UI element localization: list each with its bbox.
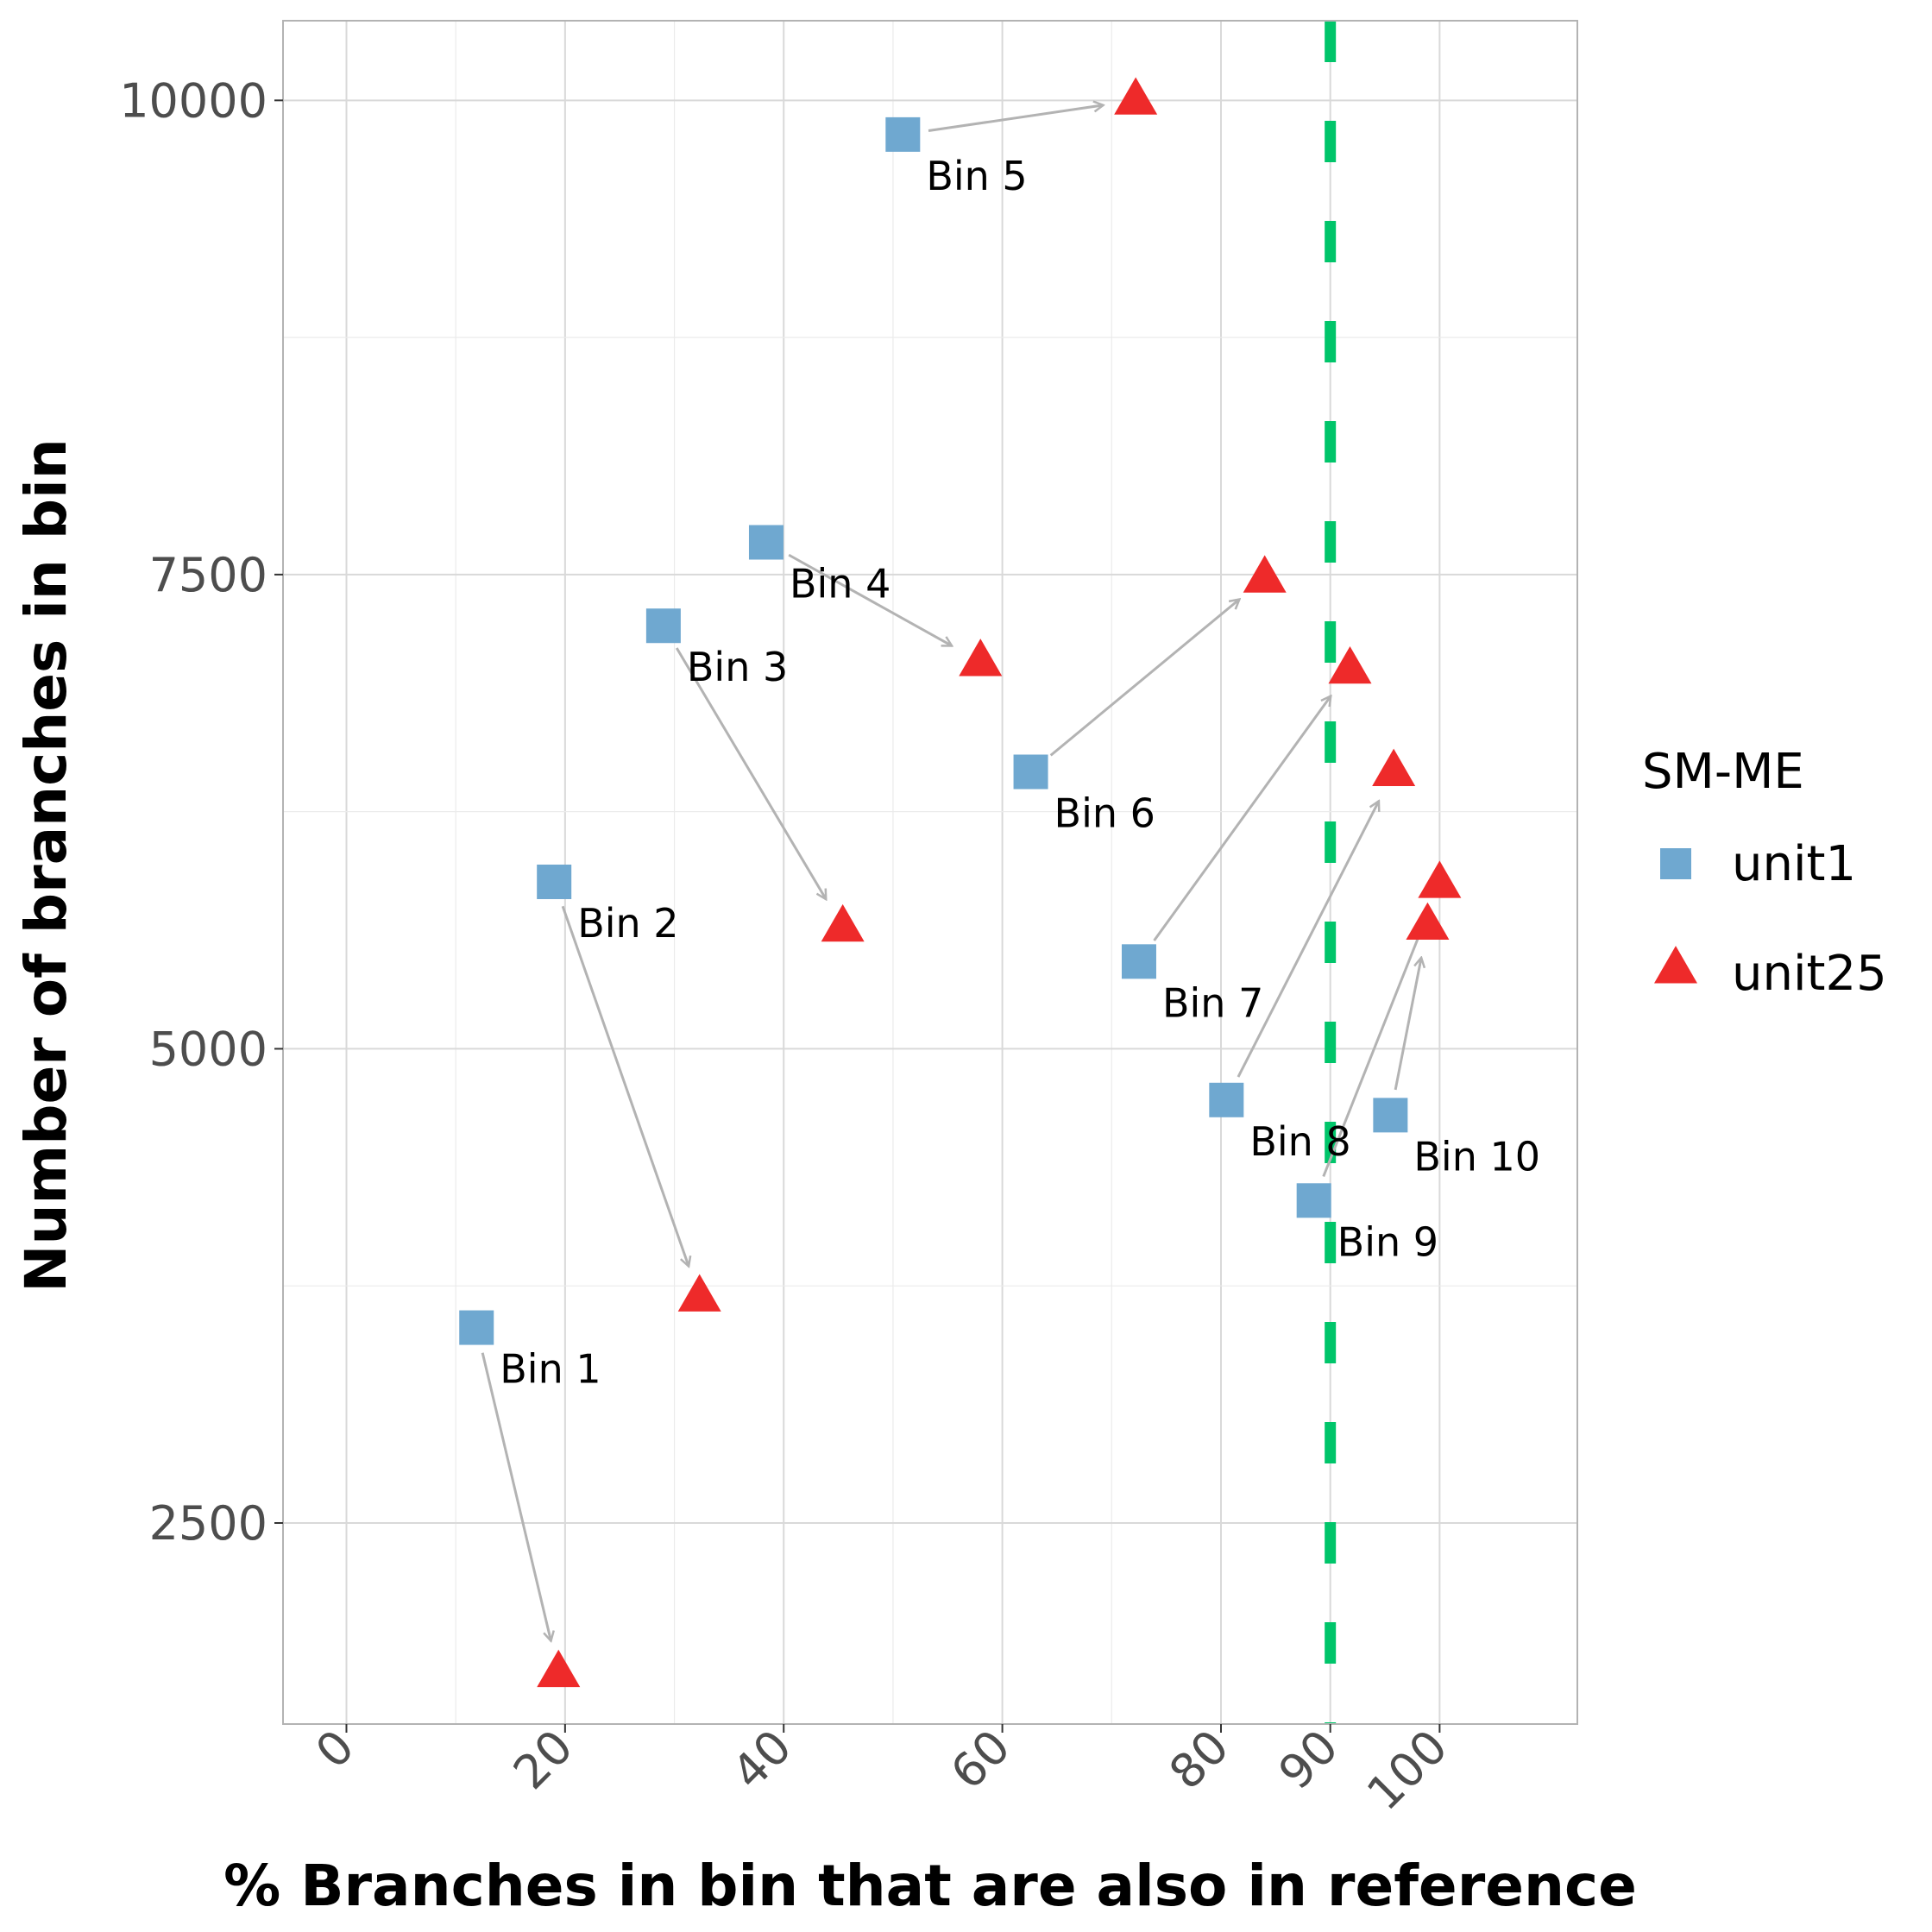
x-tick-label: 90: [1268, 1720, 1349, 1800]
unit1-point-bin-1: [459, 1310, 494, 1345]
point-label-bin-4: Bin 4: [790, 561, 890, 607]
x-tick-label: 20: [503, 1720, 583, 1800]
x-tick-label: 100: [1356, 1720, 1457, 1821]
x-tick-label: 80: [1159, 1720, 1239, 1800]
arrow-bin-5: [928, 105, 1104, 133]
arrow-bin-9: [1322, 915, 1428, 1177]
y-axis-title: Number of branches in bin: [13, 438, 79, 1292]
arrow-bin-3: [675, 647, 826, 899]
arrow-bin-6: [1049, 599, 1240, 757]
unit1-point-bin-9: [1296, 1183, 1331, 1218]
unit1-point-bin-2: [537, 864, 572, 899]
unit1-point-bin-4: [748, 525, 783, 560]
legend-key-unit25: [1654, 946, 1697, 984]
point-layer: [459, 77, 1462, 1688]
arrow-bin-8: [1237, 801, 1379, 1078]
point-label-bin-3: Bin 3: [687, 644, 788, 690]
x-tick-label: 0: [305, 1720, 365, 1779]
unit1-point-bin-6: [1013, 754, 1048, 790]
y-tick-label: 7500: [149, 548, 267, 602]
unit25-point-bin-8: [1372, 748, 1416, 786]
y-tick-label: 10000: [119, 73, 267, 128]
legend-label-unit25: unit25: [1732, 946, 1887, 1002]
point-label-bin-7: Bin 7: [1162, 979, 1263, 1026]
y-tick-label: 2500: [149, 1496, 267, 1551]
x-tick-label: 40: [721, 1720, 802, 1800]
unit25-point-bin-5: [1114, 77, 1158, 115]
unit1-point-bin-8: [1209, 1082, 1244, 1117]
unit1-point-bin-7: [1121, 944, 1156, 979]
unit25-point-bin-1: [537, 1649, 581, 1688]
unit25-point-bin-2: [677, 1274, 721, 1312]
point-label-bin-9: Bin 9: [1337, 1218, 1438, 1265]
x-tick-label: 60: [941, 1720, 1021, 1800]
legend-label-unit1: unit1: [1732, 836, 1856, 892]
unit25-point-bin-9: [1418, 860, 1462, 898]
unit25-point-bin-10: [1406, 902, 1450, 941]
point-label-bin-2: Bin 2: [577, 900, 678, 947]
unit1-point-bin-5: [885, 116, 921, 152]
unit25-point-bin-7: [1328, 645, 1372, 684]
point-label-bin-10: Bin 10: [1413, 1133, 1540, 1180]
unit1-point-bin-3: [645, 608, 681, 644]
point-label-bin-6: Bin 6: [1054, 790, 1155, 836]
arrow-bin-10: [1394, 958, 1421, 1091]
x-axis-title: % Branches in bin that are also in refer…: [223, 1853, 1637, 1919]
grid: [283, 21, 1577, 1724]
unit1-point-bin-10: [1373, 1098, 1408, 1133]
arrow-bin-4: [788, 553, 952, 647]
unit25-point-bin-4: [959, 639, 1003, 677]
arrow-bin-1: [481, 1352, 551, 1641]
legend: SM-ME unit1 unit25: [1642, 744, 1887, 1002]
plot-panel-border: [282, 20, 1578, 1725]
arrow-bin-2: [561, 905, 689, 1266]
unit25-point-bin-6: [1243, 555, 1287, 593]
legend-title: SM-ME: [1642, 744, 1804, 800]
y-tick-label: 5000: [149, 1022, 267, 1076]
point-label-bin-5: Bin 5: [926, 153, 1027, 199]
point-label-bin-8: Bin 8: [1249, 1118, 1350, 1165]
arrow-bin-7: [1153, 696, 1331, 941]
legend-key-unit1: [1660, 848, 1691, 879]
tick-layer: 0 20 40 60 80 90 100 2500 5000 7500 10000: [119, 73, 1457, 1821]
unit25-point-bin-3: [821, 903, 865, 942]
arrow-layer: [481, 105, 1428, 1641]
point-label-bin-1: Bin 1: [500, 1346, 601, 1393]
